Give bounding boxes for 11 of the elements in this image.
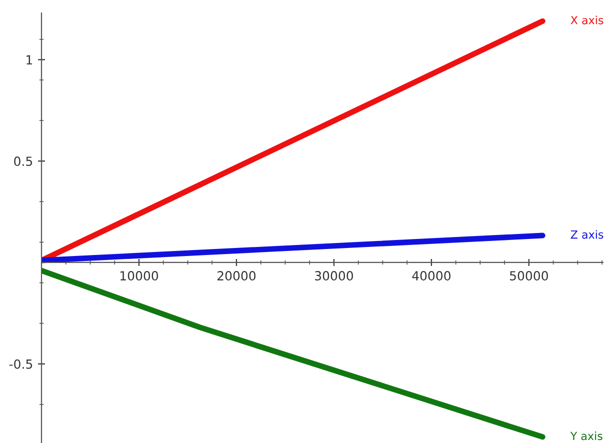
y-tick-label: 0.5 bbox=[14, 156, 32, 166]
text: Z axis bbox=[570, 230, 604, 239]
text: X axis bbox=[570, 16, 604, 24]
text: Y axis bbox=[570, 432, 602, 440]
x-tick-label: 20000 bbox=[218, 271, 256, 280]
x-tick-label: 30000 bbox=[315, 271, 353, 280]
x-tick-label: 10000 bbox=[120, 271, 158, 280]
y-tick-label: -0.5 bbox=[9, 359, 32, 369]
x-tick-label: 40000 bbox=[412, 271, 450, 280]
y-tick-label: 1 bbox=[26, 55, 32, 64]
x-tick-label: 50000 bbox=[510, 271, 548, 280]
